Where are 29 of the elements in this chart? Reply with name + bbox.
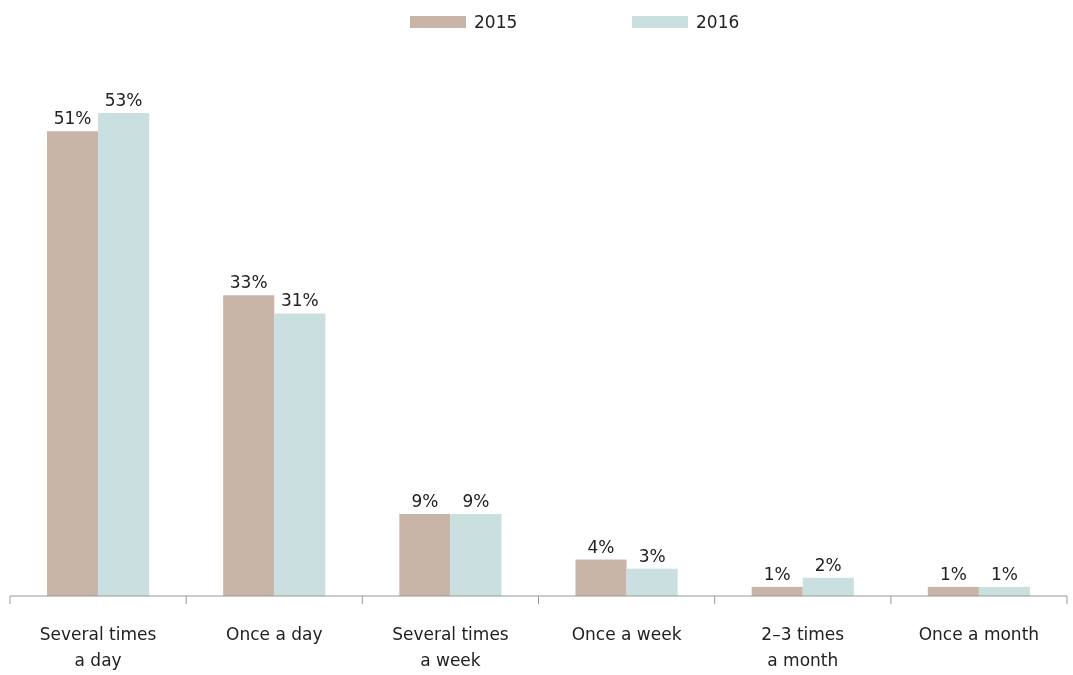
data-label: 1% bbox=[990, 563, 1018, 584]
data-label: 33% bbox=[229, 272, 268, 293]
bar bbox=[802, 577, 854, 596]
data-label: 9% bbox=[411, 490, 439, 511]
x-tick-label: Several times a day bbox=[39, 624, 157, 670]
legend-label: 2016 bbox=[696, 12, 740, 32]
data-label: 1% bbox=[939, 563, 967, 584]
data-label: 9% bbox=[462, 490, 490, 511]
bar bbox=[47, 131, 99, 596]
x-tick-label: Several times a week bbox=[392, 624, 509, 670]
x-tick-label: Once a week bbox=[571, 624, 682, 644]
bar bbox=[223, 295, 275, 596]
bar bbox=[450, 513, 502, 596]
legend-label: 2015 bbox=[474, 12, 518, 32]
data-label: 53% bbox=[104, 90, 143, 110]
data-label: 2% bbox=[814, 554, 842, 575]
bar bbox=[575, 559, 627, 596]
bar bbox=[98, 113, 150, 596]
x-tick-label: 2–3 times a month bbox=[761, 624, 845, 670]
data-label: 4% bbox=[587, 536, 615, 557]
x-tick-label: Once a day bbox=[226, 624, 323, 644]
data-label: 31% bbox=[280, 290, 319, 311]
bar bbox=[274, 313, 326, 596]
data-label: 3% bbox=[638, 545, 666, 566]
bar bbox=[626, 568, 678, 596]
data-label: 51% bbox=[53, 108, 92, 129]
data-label: 1% bbox=[763, 563, 791, 584]
bar bbox=[399, 513, 451, 596]
x-tick-label: Once a month bbox=[918, 624, 1040, 644]
